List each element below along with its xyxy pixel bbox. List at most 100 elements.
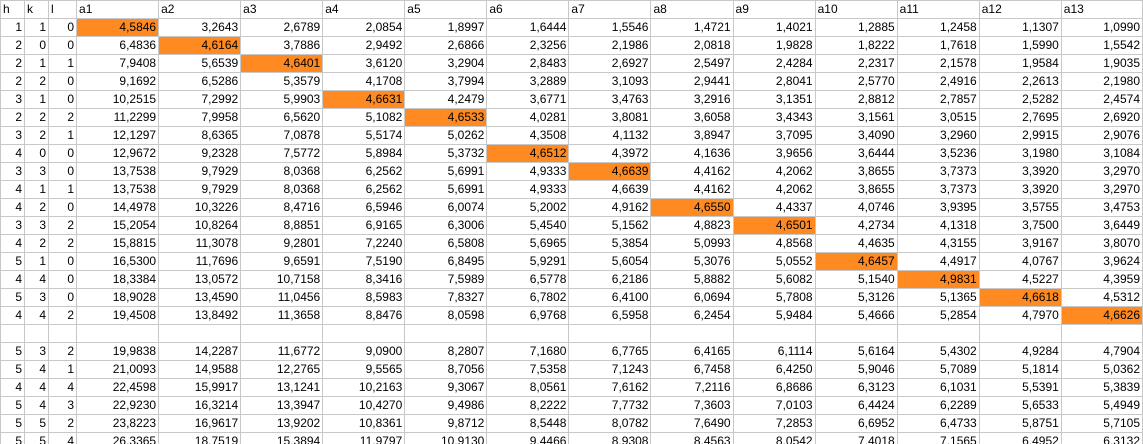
table-cell[interactable]: 7,5358 (486, 360, 570, 379)
table-cell[interactable]: 3,4763 (568, 90, 652, 109)
table-cell[interactable]: 2,9076 (1060, 126, 1143, 145)
table-cell[interactable]: 5,1082 (322, 108, 406, 127)
table-cell[interactable]: 1,4021 (732, 18, 816, 37)
table-cell[interactable]: 6,3132 (1060, 432, 1143, 444)
table-cell[interactable]: 2 (48, 306, 78, 325)
table-cell[interactable]: 1,9035 (1060, 54, 1143, 73)
table-cell[interactable]: 3,5755 (978, 198, 1062, 217)
highlighted-cell[interactable]: 4,6631 (322, 90, 406, 109)
table-cell[interactable]: 8,7056 (404, 360, 488, 379)
table-cell[interactable]: 13,4590 (158, 288, 242, 307)
table-cell[interactable]: 2,3256 (486, 36, 570, 55)
column-header-a7[interactable]: a7 (568, 0, 652, 19)
table-cell[interactable]: 2,5770 (814, 72, 898, 91)
table-cell[interactable]: 5 (0, 396, 26, 415)
table-cell[interactable]: 5,3732 (404, 144, 488, 163)
table-cell[interactable]: 0 (48, 36, 78, 55)
table-cell[interactable]: 2,5282 (978, 90, 1062, 109)
table-cell[interactable]: 5,4949 (1060, 396, 1143, 415)
table-cell[interactable]: 4,7970 (978, 306, 1062, 325)
table-cell[interactable]: 1 (48, 54, 78, 73)
table-cell[interactable]: 2,2613 (978, 72, 1062, 91)
table-cell[interactable]: 2 (48, 216, 78, 235)
column-header-l[interactable]: l (48, 0, 78, 19)
table-cell[interactable]: 10,8361 (322, 414, 406, 433)
table-cell[interactable]: 5,7808 (732, 288, 816, 307)
table-cell[interactable]: 6,1031 (896, 378, 980, 397)
column-header-a5[interactable]: a5 (404, 0, 488, 19)
table-cell[interactable]: 5,3839 (1060, 378, 1143, 397)
table-cell[interactable]: 4,9333 (486, 162, 570, 181)
table-cell[interactable]: 8,0368 (240, 162, 324, 181)
table-cell[interactable]: 2,6927 (568, 54, 652, 73)
table-cell[interactable]: 4,7904 (1060, 342, 1143, 361)
table-cell[interactable]: 2,5497 (650, 54, 734, 73)
table-cell[interactable]: 2 (24, 126, 50, 145)
table-cell[interactable]: 4,2062 (732, 180, 816, 199)
column-header-k[interactable]: k (24, 0, 50, 19)
table-cell[interactable] (240, 324, 324, 343)
table-cell[interactable]: 3 (0, 126, 26, 145)
table-cell[interactable]: 3,2643 (158, 18, 242, 37)
table-cell[interactable]: 1,5546 (568, 18, 652, 37)
table-cell[interactable]: 6,5946 (322, 198, 406, 217)
table-cell[interactable]: 3,2960 (896, 126, 980, 145)
table-cell[interactable]: 6,5620 (240, 108, 324, 127)
table-cell[interactable]: 4 (24, 396, 50, 415)
table-cell[interactable]: 8,2222 (486, 396, 570, 415)
table-cell[interactable]: 3 (24, 288, 50, 307)
highlighted-cell[interactable]: 4,6512 (486, 144, 570, 163)
table-cell[interactable] (650, 324, 734, 343)
table-cell[interactable] (24, 324, 50, 343)
table-cell[interactable]: 6,4733 (896, 414, 980, 433)
table-cell[interactable]: 4,0281 (486, 108, 570, 127)
table-cell[interactable]: 4 (24, 270, 50, 289)
table-cell[interactable]: 3,4753 (1060, 198, 1143, 217)
table-cell[interactable]: 2,2317 (814, 54, 898, 73)
table-cell[interactable]: 4,0746 (814, 198, 898, 217)
table-cell[interactable]: 4 (24, 378, 50, 397)
table-cell[interactable]: 9,0900 (322, 342, 406, 361)
table-cell[interactable]: 5,6054 (568, 252, 652, 271)
table-cell[interactable]: 4,2734 (814, 216, 898, 235)
table-cell[interactable]: 14,2287 (158, 342, 242, 361)
highlighted-cell[interactable]: 4,6639 (568, 162, 652, 181)
table-cell[interactable]: 16,3214 (158, 396, 242, 415)
table-cell[interactable]: 3,7095 (732, 126, 816, 145)
table-cell[interactable]: 13,8492 (158, 306, 242, 325)
table-cell[interactable]: 4,9284 (978, 342, 1062, 361)
table-cell[interactable]: 1 (48, 360, 78, 379)
column-header-a3[interactable]: a3 (240, 0, 324, 19)
table-cell[interactable]: 9,1692 (76, 72, 160, 91)
table-cell[interactable]: 6,7765 (568, 342, 652, 361)
highlighted-cell[interactable]: 4,6618 (978, 288, 1062, 307)
table-cell[interactable]: 3,7886 (240, 36, 324, 55)
table-cell[interactable]: 2,9915 (978, 126, 1062, 145)
table-cell[interactable]: 5,2854 (896, 306, 980, 325)
table-cell[interactable]: 1 (24, 180, 50, 199)
table-cell[interactable]: 3,7994 (404, 72, 488, 91)
table-cell[interactable]: 7,5772 (240, 144, 324, 163)
table-cell[interactable]: 8,0598 (404, 306, 488, 325)
table-cell[interactable]: 7,6490 (650, 414, 734, 433)
table-cell[interactable]: 15,8815 (76, 234, 160, 253)
table-cell[interactable]: 7,7732 (568, 396, 652, 415)
table-cell[interactable]: 4 (0, 306, 26, 325)
table-cell[interactable]: 12,1297 (76, 126, 160, 145)
table-cell[interactable]: 2 (0, 108, 26, 127)
table-cell[interactable]: 3,3920 (978, 162, 1062, 181)
table-cell[interactable]: 11,6772 (240, 342, 324, 361)
table-cell[interactable]: 7,8327 (404, 288, 488, 307)
table-cell[interactable]: 8,0782 (568, 414, 652, 433)
table-cell[interactable]: 6,4836 (76, 36, 160, 55)
table-cell[interactable]: 6,3123 (814, 378, 898, 397)
table-cell[interactable]: 8,6365 (158, 126, 242, 145)
table-cell[interactable]: 5,0993 (650, 234, 734, 253)
table-cell[interactable]: 6,8495 (404, 252, 488, 271)
table-cell[interactable] (486, 324, 570, 343)
table-cell[interactable]: 9,6591 (240, 252, 324, 271)
table-cell[interactable]: 4 (0, 144, 26, 163)
table-cell[interactable]: 10,7158 (240, 270, 324, 289)
table-cell[interactable]: 8,5983 (322, 288, 406, 307)
table-cell[interactable]: 7,3603 (650, 396, 734, 415)
